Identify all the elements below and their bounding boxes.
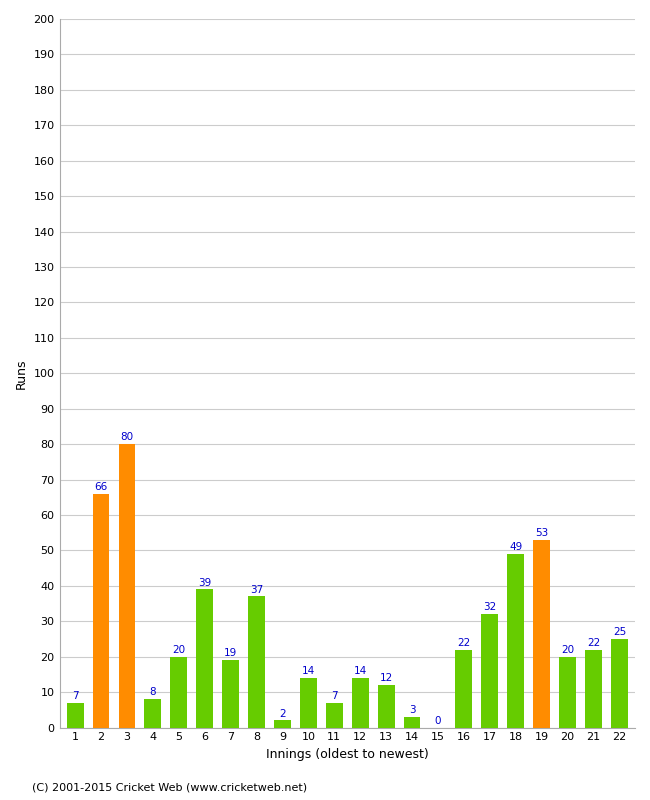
Text: 22: 22 (458, 638, 471, 648)
Bar (508, 554, 524, 727)
Text: 2: 2 (279, 709, 286, 718)
Text: 8: 8 (150, 687, 156, 698)
Bar (326, 702, 343, 727)
Bar (559, 657, 576, 727)
Text: (C) 2001-2015 Cricket Web (www.cricketweb.net): (C) 2001-2015 Cricket Web (www.cricketwe… (32, 782, 307, 792)
Y-axis label: Runs: Runs (15, 358, 28, 389)
Text: 25: 25 (613, 627, 626, 638)
Text: 66: 66 (94, 482, 108, 492)
Bar (248, 597, 265, 727)
Bar (118, 444, 135, 727)
Text: 19: 19 (224, 649, 237, 658)
Bar (92, 494, 109, 727)
Bar (222, 660, 239, 727)
Text: 22: 22 (587, 638, 600, 648)
Bar (196, 590, 213, 727)
Bar (378, 685, 395, 727)
Bar (300, 678, 317, 727)
Bar (170, 657, 187, 727)
Text: 12: 12 (380, 674, 393, 683)
Bar (482, 614, 499, 727)
Text: 49: 49 (509, 542, 523, 552)
Text: 0: 0 (435, 716, 441, 726)
Text: 39: 39 (198, 578, 211, 588)
Bar (67, 702, 83, 727)
Bar (533, 540, 550, 727)
Text: 20: 20 (172, 645, 185, 655)
Text: 14: 14 (302, 666, 315, 676)
Text: 20: 20 (561, 645, 574, 655)
Bar (611, 639, 628, 727)
Text: 37: 37 (250, 585, 263, 594)
Bar (456, 650, 473, 727)
Text: 3: 3 (409, 705, 415, 715)
Text: 53: 53 (535, 528, 549, 538)
Bar (274, 721, 291, 727)
Bar (352, 678, 369, 727)
Text: 7: 7 (72, 691, 79, 701)
Bar (585, 650, 602, 727)
Text: 7: 7 (331, 691, 337, 701)
Bar (404, 717, 421, 727)
Text: 32: 32 (483, 602, 497, 613)
Bar (144, 699, 161, 727)
Text: 80: 80 (120, 432, 133, 442)
Text: 14: 14 (354, 666, 367, 676)
X-axis label: Innings (oldest to newest): Innings (oldest to newest) (266, 748, 428, 761)
